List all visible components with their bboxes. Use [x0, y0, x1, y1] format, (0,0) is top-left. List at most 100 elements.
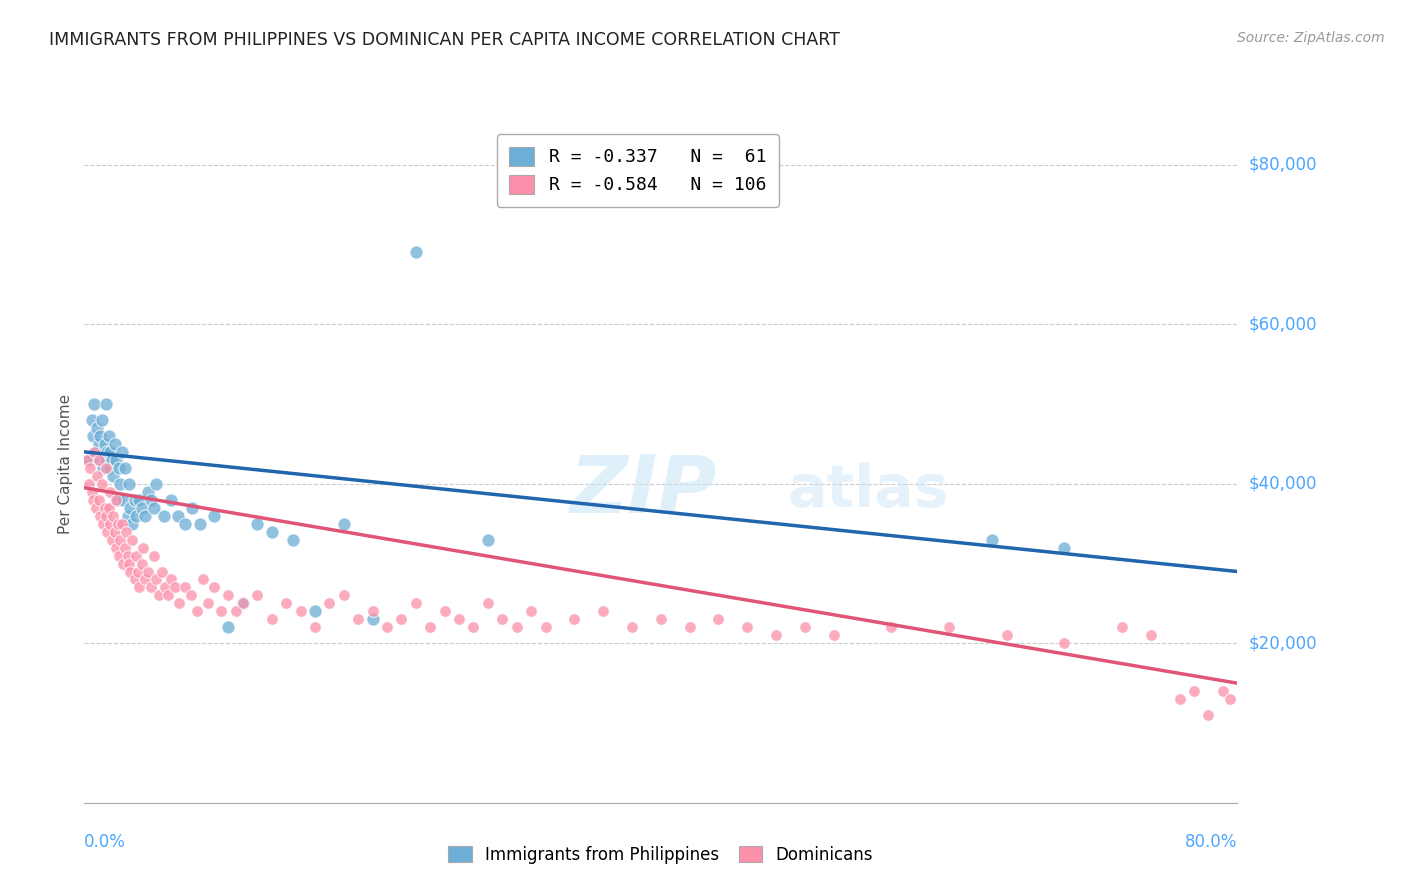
Point [1168, 692, 1191, 706]
Point [128, 492, 150, 507]
Text: atlas: atlas [787, 462, 949, 519]
Point [82, 429, 104, 443]
Point [332, 589, 354, 603]
Point [91, 445, 114, 459]
Point [765, 628, 787, 642]
Point [98, 484, 121, 499]
Point [153, 581, 176, 595]
Point [191, 573, 214, 587]
Point [105, 453, 128, 467]
Point [880, 620, 903, 634]
Point [152, 508, 174, 523]
Point [128, 581, 150, 595]
Point [150, 565, 173, 579]
Point [104, 437, 127, 451]
Point [290, 604, 312, 618]
Point [110, 533, 132, 547]
Point [89, 508, 111, 523]
Point [938, 620, 960, 634]
Point [169, 596, 191, 610]
Point [433, 604, 456, 618]
Point [84, 445, 107, 459]
Point [477, 596, 499, 610]
Point [225, 604, 247, 618]
Text: $20,000: $20,000 [1249, 634, 1317, 652]
Point [90, 413, 112, 427]
Point [77, 453, 100, 467]
Point [447, 612, 470, 626]
Point [463, 620, 485, 634]
Point [100, 533, 122, 547]
Point [318, 596, 340, 610]
Point [491, 612, 513, 626]
Point [89, 429, 111, 443]
Point [103, 468, 124, 483]
Point [167, 508, 190, 523]
Point [209, 604, 232, 618]
Point [202, 508, 225, 523]
Point [139, 581, 162, 595]
Point [332, 516, 354, 531]
Point [136, 565, 159, 579]
Point [1111, 620, 1133, 634]
Text: 0.0%: 0.0% [84, 833, 127, 851]
Point [107, 516, 129, 531]
Point [94, 397, 117, 411]
Point [174, 581, 197, 595]
Point [93, 500, 115, 515]
Point [82, 492, 104, 507]
Point [107, 492, 129, 507]
Point [995, 628, 1018, 642]
Text: ZIP: ZIP [568, 452, 716, 530]
Point [405, 596, 427, 610]
Point [793, 620, 815, 634]
Point [96, 524, 118, 539]
Point [304, 604, 326, 618]
Point [562, 612, 586, 626]
Point [148, 589, 170, 603]
Point [304, 620, 326, 634]
Point [260, 612, 283, 626]
Point [678, 620, 700, 634]
Point [165, 581, 187, 595]
Text: Source: ZipAtlas.com: Source: ZipAtlas.com [1237, 31, 1385, 45]
Point [105, 541, 128, 555]
Point [87, 437, 110, 451]
Point [94, 460, 117, 475]
Point [391, 612, 413, 626]
Point [83, 397, 105, 411]
Point [347, 612, 370, 626]
Point [117, 549, 139, 563]
Point [592, 604, 614, 618]
Point [93, 437, 115, 451]
Point [112, 492, 135, 507]
Point [112, 557, 135, 571]
Point [142, 549, 165, 563]
Point [134, 508, 156, 523]
Point [98, 460, 121, 475]
Point [361, 604, 384, 618]
Point [260, 524, 283, 539]
Point [124, 492, 146, 507]
Point [405, 245, 427, 260]
Point [111, 445, 134, 459]
Point [91, 460, 114, 475]
Point [650, 612, 672, 626]
Point [80, 484, 103, 499]
Text: $60,000: $60,000 [1249, 315, 1317, 334]
Point [115, 524, 138, 539]
Point [136, 484, 159, 499]
Point [246, 516, 269, 531]
Point [117, 508, 139, 523]
Point [108, 549, 131, 563]
Text: IMMIGRANTS FROM PHILIPPINES VS DOMINICAN PER CAPITA INCOME CORRELATION CHART: IMMIGRANTS FROM PHILIPPINES VS DOMINICAN… [49, 31, 841, 49]
Y-axis label: Per Capita Income: Per Capita Income [58, 393, 73, 534]
Point [375, 620, 398, 634]
Point [108, 460, 131, 475]
Point [274, 596, 298, 610]
Point [823, 628, 845, 642]
Point [114, 460, 136, 475]
Point [145, 573, 167, 587]
Point [419, 620, 441, 634]
Point [1182, 684, 1205, 698]
